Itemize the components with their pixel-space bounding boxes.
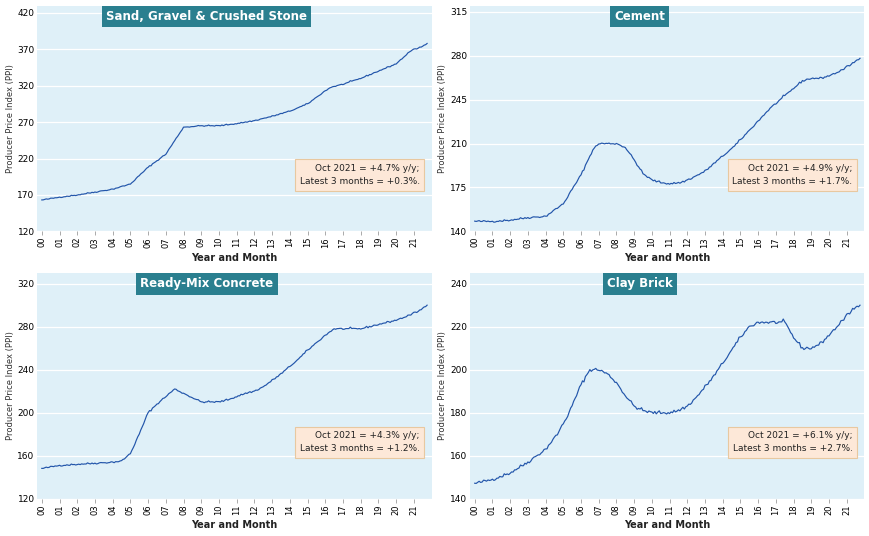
Text: Oct 2021 = +4.9% y/y;
Latest 3 months = +1.7%.: Oct 2021 = +4.9% y/y; Latest 3 months = … <box>732 164 852 186</box>
X-axis label: Year and Month: Year and Month <box>191 253 277 263</box>
Text: Oct 2021 = +4.3% y/y;
Latest 3 months = +1.2%.: Oct 2021 = +4.3% y/y; Latest 3 months = … <box>299 431 419 453</box>
Y-axis label: Producer Price Index (PPI): Producer Price Index (PPI) <box>438 331 447 440</box>
Text: Cement: Cement <box>614 10 665 23</box>
X-axis label: Year and Month: Year and Month <box>624 253 710 263</box>
Text: Oct 2021 = +6.1% y/y;
Latest 3 months = +2.7%.: Oct 2021 = +6.1% y/y; Latest 3 months = … <box>732 431 852 453</box>
Y-axis label: Producer Price Index (PPI): Producer Price Index (PPI) <box>5 64 15 173</box>
X-axis label: Year and Month: Year and Month <box>191 520 277 531</box>
Text: Oct 2021 = +4.7% y/y;
Latest 3 months = +0.3%.: Oct 2021 = +4.7% y/y; Latest 3 months = … <box>299 164 419 186</box>
Text: Clay Brick: Clay Brick <box>607 277 672 291</box>
Y-axis label: Producer Price Index (PPI): Producer Price Index (PPI) <box>438 64 447 173</box>
X-axis label: Year and Month: Year and Month <box>624 520 710 531</box>
Text: Sand, Gravel & Crushed Stone: Sand, Gravel & Crushed Stone <box>106 10 307 23</box>
Text: Ready-Mix Concrete: Ready-Mix Concrete <box>140 277 273 291</box>
Y-axis label: Producer Price Index (PPI): Producer Price Index (PPI) <box>5 331 15 440</box>
